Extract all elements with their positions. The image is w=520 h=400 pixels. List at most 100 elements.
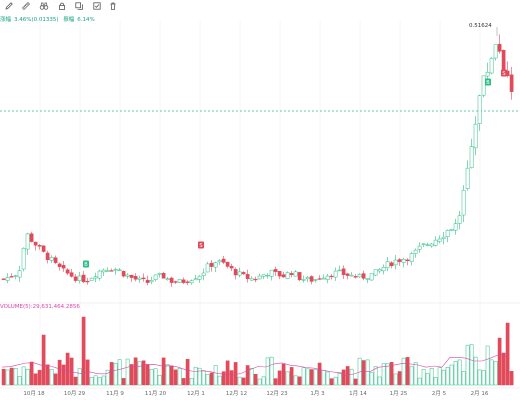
volume-bar	[373, 366, 378, 386]
volume-bar	[193, 366, 198, 386]
candle-body	[25, 233, 30, 250]
candle-body	[321, 277, 326, 280]
candle-body	[317, 278, 322, 280]
trade-marker-sell: S	[198, 241, 204, 249]
volume-bar	[293, 375, 298, 386]
candle-body	[369, 273, 374, 281]
candle-body	[325, 275, 330, 280]
candle-body	[97, 270, 102, 279]
candle-body	[429, 243, 434, 247]
volume-bar	[277, 370, 282, 386]
volume-bar	[209, 372, 214, 386]
candle-body	[221, 258, 226, 263]
candle-body	[341, 268, 346, 275]
candle-body	[461, 189, 466, 216]
candle-body	[425, 244, 430, 246]
candle-body	[77, 275, 82, 281]
candle-body	[361, 273, 366, 279]
x-axis-tick-label: 10月 29	[64, 390, 86, 397]
volume-bars-layer	[1, 316, 514, 386]
candle-body	[453, 223, 458, 231]
candle-body	[481, 75, 486, 96]
candle-body	[373, 269, 378, 276]
x-axis-tick-label: 2月 16	[471, 390, 489, 397]
volume-bar	[173, 369, 178, 386]
candle-body	[69, 272, 74, 277]
volume-bar	[125, 358, 130, 386]
volume-bar	[381, 363, 386, 386]
candle-body	[181, 279, 186, 283]
volume-bar	[417, 377, 422, 386]
volume-bar	[37, 369, 42, 386]
candle-body	[161, 273, 166, 279]
candle-body	[149, 280, 154, 283]
candle-body	[493, 44, 498, 59]
volume-bar	[113, 362, 118, 386]
volume-bar	[465, 344, 470, 386]
volume-bar	[405, 357, 410, 386]
volume-bar	[377, 376, 382, 386]
checkbox-icon[interactable]	[92, 1, 102, 11]
copy-icon[interactable]	[74, 1, 84, 11]
volume-bar	[469, 344, 474, 386]
candle-body	[417, 245, 422, 250]
ruler-icon[interactable]	[21, 1, 31, 11]
candle-body	[61, 265, 66, 269]
candle-body	[357, 274, 362, 278]
candle-body	[245, 274, 250, 279]
candle-body	[289, 273, 294, 276]
candle-body	[85, 280, 90, 283]
volume-bar	[165, 364, 170, 386]
volume-bar	[333, 376, 338, 386]
volume-bar	[57, 359, 62, 386]
candle-body	[173, 281, 178, 283]
volume-bar	[341, 369, 346, 386]
candle-body	[197, 275, 202, 280]
candle-body	[233, 269, 238, 276]
candle-body	[441, 236, 446, 239]
candle-body	[413, 249, 418, 254]
volume-bar	[25, 368, 30, 386]
candle-body	[101, 269, 106, 273]
trash-icon[interactable]	[108, 1, 118, 11]
candle-body	[257, 275, 262, 280]
volume-bar	[73, 376, 78, 386]
volume-bar	[301, 367, 306, 386]
candle-body	[213, 262, 218, 268]
candle-body	[113, 269, 118, 271]
candle-body	[381, 266, 386, 272]
candle-body	[465, 167, 470, 189]
candle-body	[349, 274, 354, 277]
candle-body	[121, 271, 126, 277]
x-axis-tick-label: 12月 12	[226, 390, 247, 397]
volume-bar	[305, 368, 310, 386]
amplitude-value: 6.14%	[77, 17, 95, 23]
candle-body	[393, 259, 398, 266]
chart-grid	[0, 20, 520, 389]
trade-marker-buy: B	[485, 78, 491, 86]
trade-marker-label: B	[84, 262, 88, 268]
volume-bar	[213, 365, 218, 386]
candle-body	[5, 277, 10, 281]
volume-bar	[337, 372, 342, 386]
trade-marker-label: S	[502, 71, 505, 77]
pencil-icon[interactable]	[4, 1, 14, 11]
volume-bar	[157, 375, 162, 386]
amplitude-label: 振幅	[63, 17, 75, 23]
volume-bar	[389, 362, 394, 386]
lock-icon[interactable]	[57, 1, 67, 11]
volume-bar	[349, 368, 354, 386]
candle-body	[469, 146, 474, 168]
candle-body	[241, 272, 246, 275]
candle-body	[141, 277, 146, 280]
change-value: 3.46%(0.01335)	[14, 17, 59, 23]
volume-bar	[401, 357, 406, 386]
candle-body	[209, 262, 214, 267]
candle-body	[217, 260, 222, 263]
volume-bar	[21, 366, 26, 386]
volume-bar	[1, 368, 6, 386]
binoculars-icon[interactable]	[39, 1, 49, 11]
candle-body	[129, 274, 134, 278]
volume-bar	[409, 366, 414, 386]
